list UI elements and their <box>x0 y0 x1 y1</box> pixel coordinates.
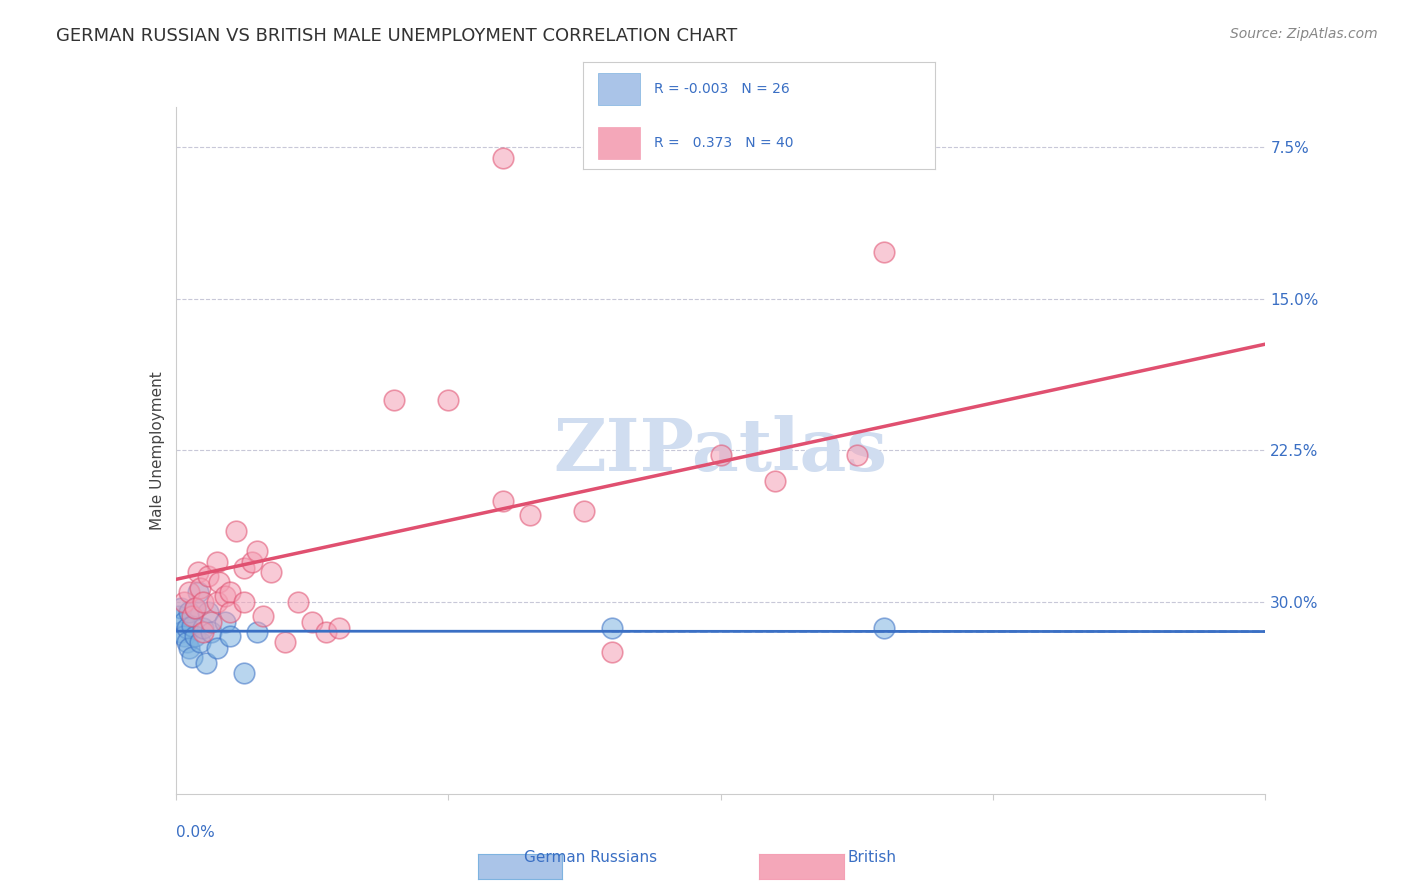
Point <box>170 625 193 640</box>
Point <box>492 151 515 165</box>
Point <box>315 625 337 640</box>
Point <box>186 565 209 579</box>
Point <box>197 605 219 619</box>
Text: Source: ZipAtlas.com: Source: ZipAtlas.com <box>1230 27 1378 41</box>
Point <box>382 392 405 407</box>
Point <box>205 555 228 569</box>
Point <box>197 568 219 582</box>
Point <box>176 635 198 649</box>
Bar <box>598 127 640 159</box>
Point <box>232 595 254 609</box>
Point <box>173 615 195 630</box>
Point <box>873 245 896 260</box>
Point <box>184 601 207 615</box>
Point <box>240 555 263 569</box>
Point <box>219 605 242 619</box>
Point <box>181 649 204 664</box>
Point <box>246 625 269 640</box>
Point <box>600 621 623 635</box>
Point <box>492 494 515 508</box>
Point <box>214 615 236 630</box>
Point <box>219 585 242 599</box>
Point <box>600 645 623 659</box>
Point <box>219 629 242 643</box>
Point <box>208 574 231 589</box>
Point <box>191 625 214 640</box>
Point <box>274 635 297 649</box>
Point <box>167 609 190 624</box>
Point <box>179 585 201 599</box>
Point <box>191 595 214 609</box>
Point <box>200 625 222 640</box>
Point <box>184 601 207 615</box>
Point <box>437 392 460 407</box>
Bar <box>598 73 640 105</box>
Point <box>173 595 195 609</box>
Point <box>845 448 868 462</box>
Point <box>252 609 274 624</box>
Point <box>287 595 309 609</box>
Point <box>176 621 198 635</box>
Text: R = -0.003   N = 26: R = -0.003 N = 26 <box>654 82 790 96</box>
Point <box>214 589 236 603</box>
Point <box>232 560 254 574</box>
Point <box>710 448 733 462</box>
Point <box>179 641 201 656</box>
Point <box>301 615 323 630</box>
Point <box>873 621 896 635</box>
Point <box>200 615 222 630</box>
Point <box>232 665 254 680</box>
Point <box>574 504 596 518</box>
Point <box>186 585 209 599</box>
Point <box>519 508 541 522</box>
Point <box>205 595 228 609</box>
Point <box>260 565 283 579</box>
Point <box>191 621 214 635</box>
Point <box>170 601 193 615</box>
Point <box>188 581 211 595</box>
Point <box>179 605 201 619</box>
Point <box>246 544 269 558</box>
Text: British: British <box>848 850 896 865</box>
Point <box>188 635 211 649</box>
Point <box>194 656 217 670</box>
Point <box>763 474 786 488</box>
Text: German Russians: German Russians <box>524 850 657 865</box>
Point <box>225 524 247 539</box>
Point <box>181 609 204 624</box>
Point <box>763 151 786 165</box>
Point <box>184 629 207 643</box>
Point <box>205 641 228 656</box>
Y-axis label: Male Unemployment: Male Unemployment <box>149 371 165 530</box>
Text: 0.0%: 0.0% <box>176 825 215 839</box>
Text: R =   0.373   N = 40: R = 0.373 N = 40 <box>654 136 793 150</box>
Point <box>173 629 195 643</box>
Text: GERMAN RUSSIAN VS BRITISH MALE UNEMPLOYMENT CORRELATION CHART: GERMAN RUSSIAN VS BRITISH MALE UNEMPLOYM… <box>56 27 738 45</box>
Point <box>181 619 204 633</box>
Text: ZIPatlas: ZIPatlas <box>554 415 887 486</box>
Point <box>328 621 350 635</box>
